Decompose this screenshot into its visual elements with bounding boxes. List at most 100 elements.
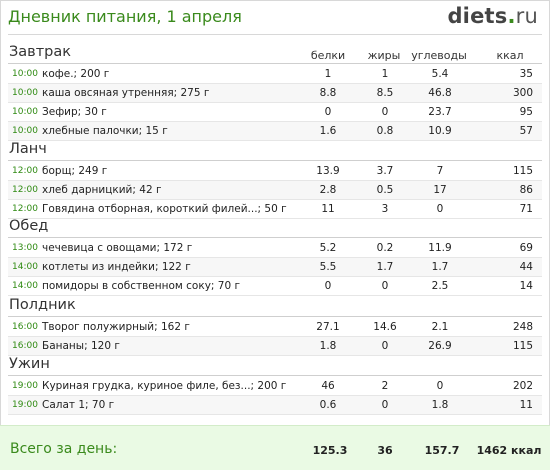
food-kcal: 300: [512, 87, 533, 99]
food-fat: 1: [381, 68, 389, 80]
food-row[interactable]: 12:00 Говядина отборная, короткий филей..…: [8, 200, 542, 219]
food-row[interactable]: 12:00 хлеб дарницкий; 42 г 2.8 0.5 17 86: [8, 181, 542, 200]
logo-name: diets: [447, 4, 508, 28]
food-row[interactable]: 13:00 чечевица с овощами; 172 г 5.2 0.2 11.9…: [8, 239, 542, 258]
food-fat: 8.5: [376, 87, 394, 99]
food-protein: 11: [321, 203, 335, 215]
food-carbs: 0: [436, 380, 444, 392]
food-name: каша овсяная утренняя; 275 г: [42, 87, 210, 99]
food-kcal: 202: [512, 380, 533, 392]
header-divider: [8, 34, 542, 35]
food-name: котлеты из индейки; 122 г: [42, 261, 191, 273]
food-protein: 0.6: [319, 399, 337, 411]
meal-section-title: Ужин: [9, 356, 50, 372]
food-protein: 1: [324, 68, 332, 80]
total-protein: 125.3: [312, 444, 348, 457]
food-row[interactable]: 19:00 Куриная грудка, куриное филе, без..…: [8, 377, 542, 396]
food-row[interactable]: 10:00 кофе.; 200 г 1 1 5.4 35: [8, 65, 542, 84]
food-kcal: 44: [519, 261, 533, 273]
food-fat: 3: [381, 203, 389, 215]
total-kcal: 1462 ккал: [476, 444, 542, 457]
food-kcal: 95: [519, 106, 533, 118]
food-row[interactable]: 14:00 помидоры в собственном соку; 70 г 0 0…: [8, 277, 542, 296]
food-row[interactable]: 16:00 Бананы; 120 г 1.8 0 26.9 115: [8, 337, 542, 356]
food-protein: 1.6: [319, 125, 337, 137]
food-carbs: 11.9: [428, 242, 452, 254]
food-name: хлеб дарницкий; 42 г: [42, 184, 162, 196]
food-fat: 0: [381, 340, 389, 352]
logo-dot: .: [507, 4, 516, 28]
food-name: борщ; 249 г: [42, 165, 108, 177]
food-protein: 8.8: [319, 87, 337, 99]
food-protein: 27.1: [316, 321, 340, 333]
food-carbs: 10.9: [428, 125, 452, 137]
food-row[interactable]: 19:00 Салат 1; 70 г 0.6 0 1.8 11: [8, 396, 542, 415]
food-name: Зефир; 30 г: [42, 106, 107, 118]
meal-section-divider: [8, 63, 542, 64]
food-carbs: 1.8: [431, 399, 449, 411]
food-name: Салат 1; 70 г: [42, 399, 115, 411]
food-row[interactable]: 10:00 каша овсяная утренняя; 275 г 8.8 8.5 4…: [8, 84, 542, 103]
food-time: 13:00: [12, 243, 38, 253]
food-kcal: 115: [512, 340, 533, 352]
food-carbs: 0: [436, 203, 444, 215]
food-time: 16:00: [12, 322, 38, 332]
food-protein: 5.2: [319, 242, 337, 254]
food-protein: 2.8: [319, 184, 337, 196]
food-kcal: 115: [512, 165, 533, 177]
food-name: Бананы; 120 г: [42, 340, 120, 352]
meal-section-title: Завтрак: [9, 44, 72, 60]
food-time: 10:00: [12, 126, 38, 136]
food-name: Творог полужирный; 162 г: [42, 321, 190, 333]
food-time: 10:00: [12, 69, 38, 79]
food-time: 12:00: [12, 185, 38, 195]
food-kcal: 14: [519, 280, 533, 292]
food-time: 19:00: [12, 400, 38, 410]
meal-section-divider: [8, 316, 542, 317]
food-kcal: 57: [519, 125, 533, 137]
food-kcal: 35: [519, 68, 533, 80]
meal-section-divider: [8, 375, 542, 376]
food-fat: 3.7: [376, 165, 394, 177]
food-fat: 1.7: [376, 261, 394, 273]
food-name: чечевица с овощами; 172 г: [42, 242, 193, 254]
total-fat: 36: [377, 444, 393, 457]
daily-total-bar: Всего за день: 125.3 36 157.7 1462 ккал: [0, 425, 550, 470]
meal-section-title: Ланч: [9, 141, 47, 157]
food-row[interactable]: 12:00 борщ; 249 г 13.9 3.7 7 115: [8, 162, 542, 181]
food-time: 14:00: [12, 281, 38, 291]
logo-tld: ru: [515, 4, 538, 28]
meal-section-title: Полдник: [9, 297, 76, 313]
food-row[interactable]: 10:00 хлебные палочки; 15 г 1.6 0.8 10.9 57: [8, 122, 542, 141]
column-header-fat: жиры: [367, 49, 401, 62]
food-fat: 2: [381, 380, 389, 392]
food-name: хлебные палочки; 15 г: [42, 125, 168, 137]
site-logo[interactable]: diets.ru: [447, 4, 538, 28]
food-name: Говядина отборная, короткий филей...; 50…: [42, 203, 287, 215]
food-time: 19:00: [12, 381, 38, 391]
food-protein: 0: [324, 280, 332, 292]
food-fat: 14.6: [373, 321, 397, 333]
food-protein: 46: [321, 380, 335, 392]
food-carbs: 26.9: [428, 340, 452, 352]
food-kcal: 86: [519, 184, 533, 196]
food-fat: 0: [381, 280, 389, 292]
daily-total-label: Всего за день:: [10, 441, 118, 457]
food-kcal: 71: [519, 203, 533, 215]
food-fat: 0: [381, 399, 389, 411]
food-protein: 5.5: [319, 261, 337, 273]
food-fat: 0.8: [376, 125, 394, 137]
meal-section-divider: [8, 237, 542, 238]
food-time: 14:00: [12, 262, 38, 272]
food-name: помидоры в собственном соку; 70 г: [42, 280, 241, 292]
total-carbs: 157.7: [424, 444, 460, 457]
page-header: Дневник питания, 1 апреля diets.ru: [0, 0, 550, 36]
food-row[interactable]: 10:00 Зефир; 30 г 0 0 23.7 95: [8, 103, 542, 122]
food-name: кофе.; 200 г: [42, 68, 110, 80]
food-protein: 13.9: [316, 165, 340, 177]
food-row[interactable]: 16:00 Творог полужирный; 162 г 27.1 14.6 2.1…: [8, 318, 542, 337]
food-row[interactable]: 14:00 котлеты из индейки; 122 г 5.5 1.7 1.7 4…: [8, 258, 542, 277]
food-carbs: 2.1: [431, 321, 449, 333]
food-fat: 0.2: [376, 242, 394, 254]
food-carbs: 5.4: [431, 68, 449, 80]
